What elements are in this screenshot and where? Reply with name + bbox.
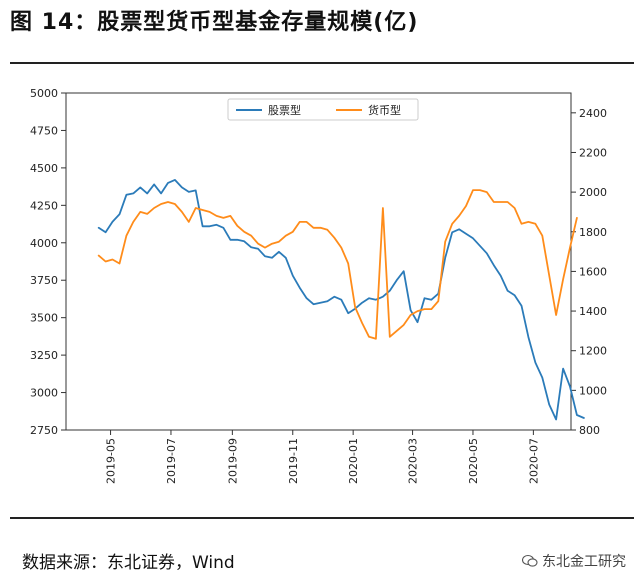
- money-fund-line: [97, 189, 578, 340]
- left-tick-label: 4000: [30, 237, 58, 250]
- plot-area: [65, 92, 572, 431]
- plot-frame: [65, 92, 572, 431]
- x-tick-label: 2020-03: [407, 438, 420, 484]
- left-tick-label: 3000: [30, 387, 58, 400]
- left-tick-label: 4250: [30, 199, 58, 212]
- right-tick-label: 2200: [579, 146, 607, 159]
- legend-box: [227, 98, 419, 121]
- left-tick-label: 4750: [30, 124, 58, 137]
- right-tick-label: 1000: [579, 384, 607, 397]
- x-tick-label: 2020-07: [527, 438, 540, 484]
- x-tick-label: 2020-05: [467, 438, 480, 484]
- x-tick-label: 2019-05: [105, 438, 118, 484]
- x-tick-label: 2019-09: [226, 438, 239, 484]
- chart: 2750 3000 3250 3500 3750 4000 4250 4500 4750 5000…: [30, 87, 607, 484]
- right-tick-label: 2000: [579, 186, 607, 199]
- legend-label: 货币型: [368, 103, 401, 117]
- top-rule: [10, 62, 634, 64]
- right-tick-label: 1800: [579, 226, 607, 239]
- legend: 股票型 货币型: [227, 98, 419, 121]
- right-tick-label: 800: [579, 424, 600, 437]
- figure-title: 图 14：股票型货币型基金存量规模(亿): [10, 10, 419, 35]
- stock-fund-line: [97, 179, 585, 421]
- x-tick-label: 2019-11: [287, 438, 300, 484]
- watermark: 东北金工研究: [522, 551, 626, 571]
- right-tick-label: 1400: [579, 305, 607, 318]
- left-tick-label: 2750: [30, 424, 58, 437]
- x-tick-label: 2020-01: [347, 438, 360, 484]
- right-y-axis: 800 1000 1200 1400 1600 1800 2000 2200 2400: [571, 107, 607, 437]
- bottom-rule: [10, 517, 634, 519]
- legend-label: 股票型: [268, 103, 301, 117]
- left-tick-label: 4500: [30, 162, 58, 175]
- right-tick-label: 2400: [579, 107, 607, 120]
- left-tick-label: 3750: [30, 274, 58, 287]
- left-tick-label: 5000: [30, 87, 58, 100]
- right-tick-label: 1600: [579, 265, 607, 278]
- source-note: 数据来源：东北证券，Wind: [22, 553, 235, 573]
- x-axis: 2019-05 2019-07 2019-09 2019-11 2020-01 2020-…: [105, 430, 540, 484]
- right-tick-label: 1200: [579, 345, 607, 358]
- wechat-icon: [522, 554, 538, 567]
- watermark-text: 东北金工研究: [542, 554, 626, 570]
- x-tick-label: 2019-07: [165, 438, 178, 484]
- left-tick-label: 3250: [30, 349, 58, 362]
- left-y-axis: 2750 3000 3250 3500 3750 4000 4250 4500 4750 5000: [30, 87, 66, 437]
- left-tick-label: 3500: [30, 312, 58, 325]
- series-lines: [97, 179, 585, 421]
